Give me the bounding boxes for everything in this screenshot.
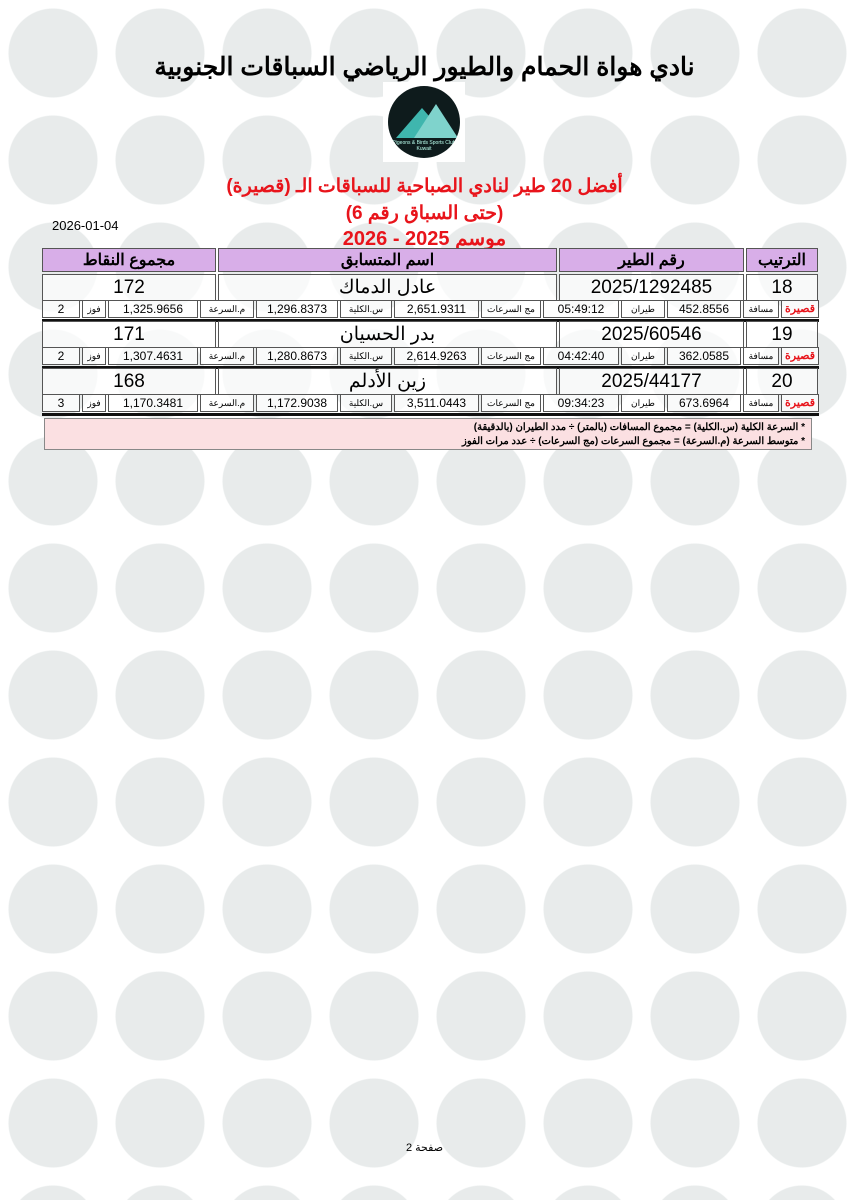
table-row: 168 زين الأدلم 2025/44177 20 [40,366,820,397]
total-speed-value: 1,280.8673 [256,347,338,365]
speed-sum-label: مج السرعات [481,300,541,318]
distance-value: 452.8556 [667,300,741,318]
wins-label: فوز [82,347,106,365]
col-rank: الترتيب [746,248,818,272]
speed-sum-value: 2,651.9311 [394,300,479,318]
wins-value: 2 [42,347,80,365]
distance-value: 362.0585 [667,347,741,365]
table-row: 171 بدر الحسيان 2025/60546 19 [40,319,820,350]
total-speed-label: س.الكلية [340,394,392,412]
col-name: اسم المتسابق [218,248,557,272]
col-bird: رقم الطير [559,248,744,272]
col-points: مجموع النقاط [42,248,216,272]
report-title: أفضل 20 طير لنادي الصباحية للسباقات الـ … [226,176,623,197]
club-logo: Pigeons & Birds Sports Club Kuwait [383,82,465,162]
avg-speed-value: 1,325.9656 [108,300,198,318]
wins-label: فوز [82,394,106,412]
category-label: قصيرة [781,394,819,412]
distance-value: 673.6964 [667,394,741,412]
detail-row: 2 فوز 1,325.9656 م.السرعة 1,296.8373 س.الكلية… [42,300,819,318]
bird-cell: 2025/60546 [559,321,744,348]
name-cell: بدر الحسيان [218,321,557,348]
avg-speed-label: م.السرعة [200,300,254,318]
club-title: نادي هواة الحمام والطيور الرياضي السباقا… [154,53,695,81]
total-speed-value: 1,296.8373 [256,300,338,318]
page-number: صفحة 2 [405,1142,444,1154]
table-header: مجموع النقاط اسم المتسابق رقم الطير التر… [40,246,820,274]
points-cell: 172 [42,274,216,301]
report-date: 2026-01-04 [52,218,119,233]
flight-label: طيران [621,394,665,412]
points-cell: 171 [42,321,216,348]
note: * السرعة الكلية (س.الكلية) = مجموع المسا… [473,422,805,433]
table-row: 172 عادل الدماك 2025/1292485 18 [40,272,820,303]
category-label: قصيرة [781,300,819,318]
detail-row: 2 فوز 1,307.4631 م.السرعة 1,280.8673 س.الكلية… [42,347,819,365]
speed-sum-value: 3,511.0443 [394,394,479,412]
total-speed-label: س.الكلية [340,347,392,365]
avg-speed-label: م.السرعة [200,347,254,365]
rank-cell: 20 [746,368,818,395]
distance-label: مسافة [743,394,779,412]
wins-label: فوز [82,300,106,318]
avg-speed-label: م.السرعة [200,394,254,412]
note: * متوسط السرعة (م.السرعة) = مجموع السرعا… [462,436,805,447]
season: موسم 2025 - 2026 [342,228,507,250]
name-cell: زين الأدلم [218,368,557,395]
rank-cell: 19 [746,321,818,348]
points-cell: 168 [42,368,216,395]
total-speed-value: 1,172.9038 [256,394,338,412]
avg-speed-value: 1,307.4631 [108,347,198,365]
wins-value: 3 [42,394,80,412]
distance-label: مسافة [743,347,779,365]
avg-speed-value: 1,170.3481 [108,394,198,412]
speed-sum-label: مج السرعات [481,347,541,365]
row-separator [42,413,819,416]
bird-cell: 2025/44177 [559,368,744,395]
flight-label: طيران [621,300,665,318]
category-label: قصيرة [781,347,819,365]
speed-sum-value: 2,614.9263 [394,347,479,365]
distance-label: مسافة [743,300,779,318]
flight-value: 05:49:12 [543,300,619,318]
total-speed-label: س.الكلية [340,300,392,318]
wins-value: 2 [42,300,80,318]
row-separator [42,319,819,322]
rank-cell: 18 [746,274,818,301]
row-separator [42,366,819,369]
race-number: (حتى السباق رقم 6) [345,203,504,224]
bird-cell: 2025/1292485 [559,274,744,301]
flight-value: 04:42:40 [543,347,619,365]
flight-value: 09:34:23 [543,394,619,412]
detail-row: 3 فوز 1,170.3481 م.السرعة 1,172.9038 س.الكلية… [42,394,819,412]
flight-label: طيران [621,347,665,365]
notes-box: * السرعة الكلية (س.الكلية) = مجموع المسا… [44,418,812,450]
name-cell: عادل الدماك [218,274,557,301]
speed-sum-label: مج السرعات [481,394,541,412]
